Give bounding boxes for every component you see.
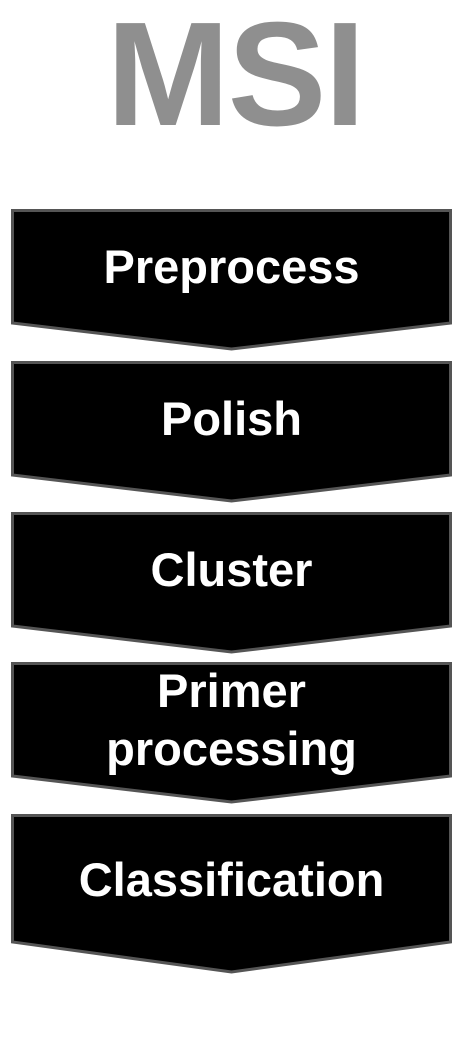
diagram-title: MSI <box>106 0 365 157</box>
step-preprocess: Preprocess <box>11 209 452 351</box>
chevron-shape <box>11 361 452 503</box>
step-label: Polish <box>160 392 303 445</box>
step-label: Primer processing <box>106 664 357 775</box>
chevron-shape <box>11 209 452 351</box>
step-label: Cluster <box>150 543 313 596</box>
step-classification: Classification <box>11 814 452 974</box>
step-label: Classification <box>78 853 385 906</box>
step-polish: Polish <box>11 361 452 503</box>
chevron-shape <box>11 814 452 974</box>
step-label: Preprocess <box>103 240 360 293</box>
chevron-shape <box>11 662 452 804</box>
chevron-shape <box>11 512 452 654</box>
step-cluster: Cluster <box>11 512 452 654</box>
step-primer-processing: Primer processing <box>11 662 452 804</box>
